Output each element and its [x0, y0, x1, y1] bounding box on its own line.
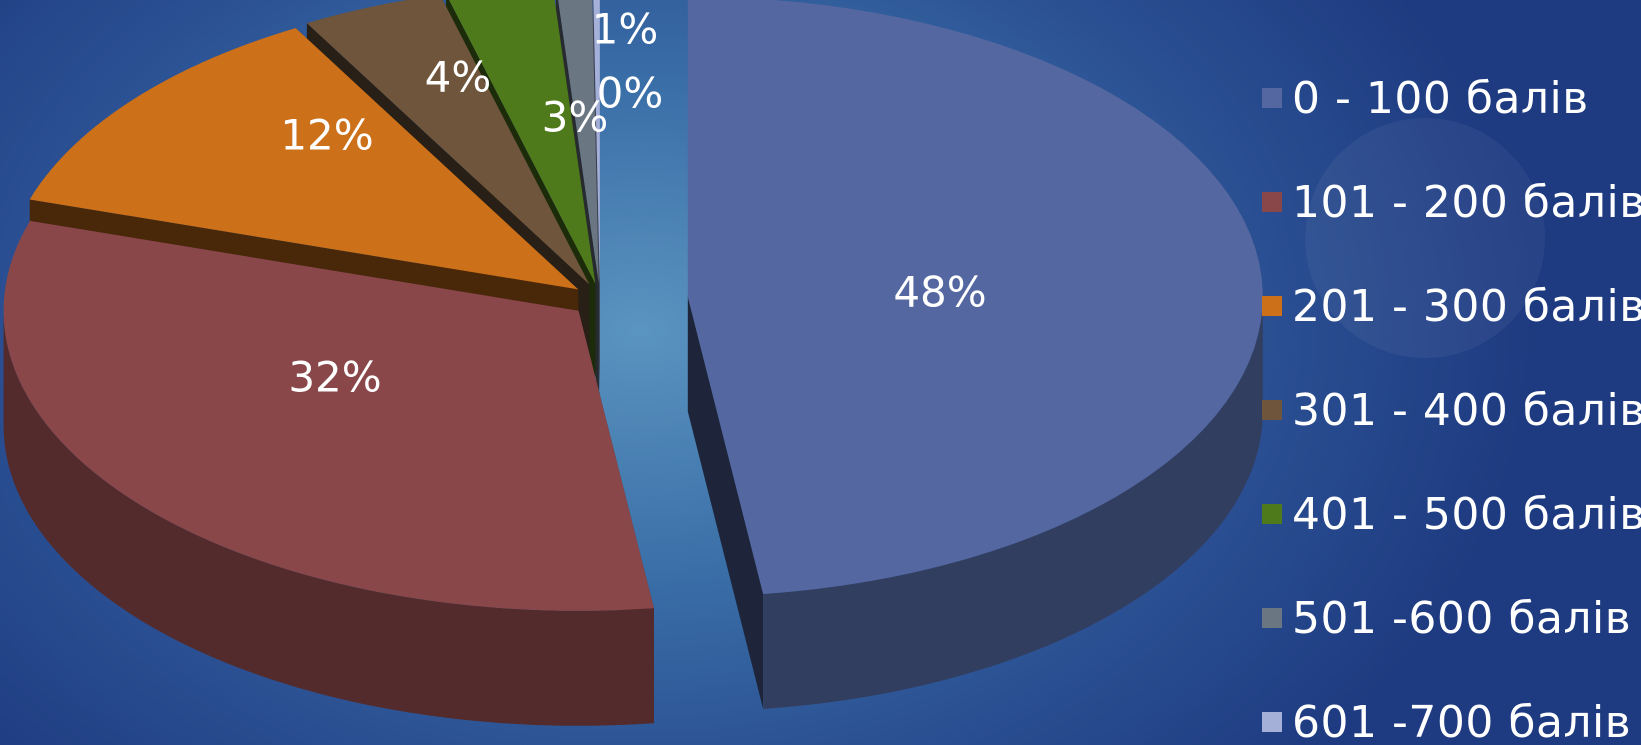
legend-swatch-5	[1262, 608, 1282, 628]
background-decoration	[1305, 118, 1545, 358]
data-label-2: 12%	[280, 111, 373, 160]
legend-label-0: 0 - 100 балів	[1292, 72, 1589, 124]
legend-item-5: 501 -600 балів	[1262, 590, 1631, 646]
pie-slice-side-0	[687, 296, 1263, 709]
legend-item-3: 301 - 400 балів	[1262, 382, 1641, 438]
pie-slice-3	[306, 0, 590, 285]
legend-item-2: 201 - 300 балів	[1262, 278, 1641, 334]
legend-item-1: 101 - 200 балів	[1262, 174, 1641, 230]
pie-slice-rim-0	[763, 296, 1263, 709]
legend-swatch-2	[1262, 296, 1282, 316]
pie-slice-rim-1	[3, 310, 654, 726]
legend-swatch-1	[1262, 192, 1282, 212]
pie-top-layer	[3, 0, 1263, 611]
data-label-6: 0%	[597, 69, 664, 118]
legend-label-1: 101 - 200 балів	[1292, 176, 1641, 228]
pie-slice-5	[558, 0, 599, 284]
data-label-0: 48%	[893, 268, 986, 317]
legend-swatch-4	[1262, 504, 1282, 524]
legend-item-6: 601 -700 балів	[1262, 694, 1631, 745]
pie-slice-0	[687, 0, 1263, 594]
legend-swatch-0	[1262, 88, 1282, 108]
pie-slice-1	[3, 220, 654, 611]
pie-slice-2	[29, 28, 579, 290]
pie-slice-4	[449, 0, 596, 284]
data-label-5: 1%	[592, 5, 659, 54]
legend-label-6: 601 -700 балів	[1292, 696, 1632, 745]
legend-label-4: 401 - 500 балів	[1292, 488, 1641, 540]
legend-label-2: 201 - 300 балів	[1292, 280, 1641, 332]
legend-item-4: 401 - 500 балів	[1262, 486, 1641, 542]
legend-label-5: 501 -600 балів	[1292, 592, 1632, 644]
data-label-1: 32%	[288, 353, 381, 402]
data-label-4: 3%	[542, 93, 609, 142]
data-label-3: 4%	[425, 53, 492, 102]
legend-swatch-3	[1262, 400, 1282, 420]
legend-label-3: 301 - 400 балів	[1292, 384, 1641, 436]
pie-label-layer: 48% 32% 12% 4% 3% 1% 0%	[280, 5, 986, 402]
pie-slice-wall-0-1	[687, 296, 764, 709]
legend-item-0: 0 - 100 балів	[1262, 70, 1589, 126]
pie-slice-6	[593, 0, 600, 284]
legend-swatch-6	[1262, 712, 1282, 732]
